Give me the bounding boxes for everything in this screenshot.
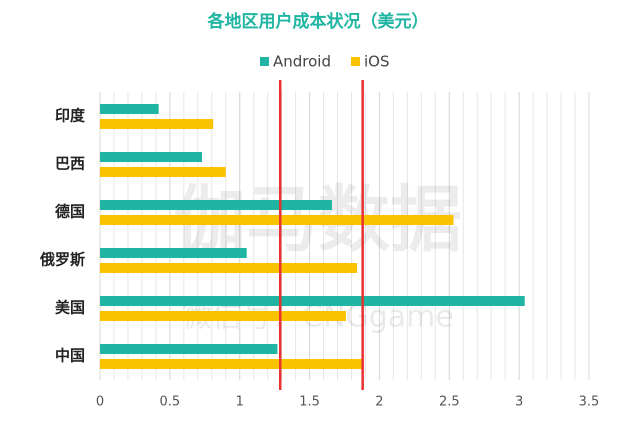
plot	[100, 104, 525, 369]
x-tick-label: 0.5	[160, 395, 181, 410]
x-tick-label: 0	[96, 395, 104, 410]
x-tick-label: 2	[375, 395, 383, 410]
x-tick-label: 1	[236, 395, 244, 410]
bar	[100, 359, 363, 369]
legend-label: iOS	[364, 53, 390, 71]
y-tick-label: 印度	[55, 107, 86, 125]
bar	[100, 119, 214, 129]
bar	[100, 311, 346, 321]
bar	[100, 200, 332, 210]
bar	[100, 104, 159, 114]
y-tick-label: 德国	[55, 203, 85, 221]
x-tick-label: 3.5	[579, 395, 600, 410]
y-tick-label: 美国	[55, 299, 85, 317]
legend-swatch	[351, 57, 360, 66]
x-tick-label: 1.5	[299, 395, 320, 410]
bar	[100, 263, 358, 273]
grid	[99, 92, 590, 380]
bar	[100, 215, 454, 225]
legend-swatch	[260, 57, 269, 66]
chart-title: 各地区用户成本状况（美元）	[207, 11, 429, 32]
bar	[100, 167, 226, 177]
bar	[100, 248, 247, 258]
y-tick-label: 巴西	[55, 155, 85, 173]
y-tick-label: 中国	[55, 347, 85, 365]
bar	[100, 152, 202, 162]
bar	[100, 344, 278, 354]
bar	[100, 296, 525, 306]
x-tick-label: 3	[515, 395, 523, 410]
legend-label: Android	[273, 53, 331, 71]
y-tick-label: 俄罗斯	[39, 251, 85, 269]
x-tick-label: 2.5	[439, 395, 460, 410]
